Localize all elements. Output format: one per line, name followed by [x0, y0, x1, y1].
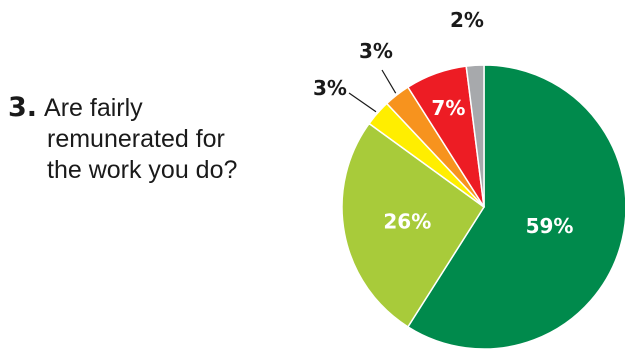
pie-label-5: 2%: [450, 8, 484, 32]
pie-label-1: 26%: [383, 210, 431, 234]
pie-label-0: 59%: [526, 214, 574, 238]
question-line-3: the work you do?: [47, 156, 238, 184]
question-line-1: 3. Are fairly: [8, 92, 308, 124]
pie-label-3: 3%: [359, 39, 393, 63]
question-line-1-text: Are fairly: [44, 94, 143, 122]
question-number: 3.: [8, 92, 38, 123]
pie-leader-line-2: [348, 92, 377, 113]
pie-slice-1: [341, 122, 485, 328]
pie-slice-5: [465, 64, 485, 208]
question-text: 3. Are fairly remunerated for the work yo…: [8, 92, 308, 186]
pie-label-4: 7%: [431, 96, 465, 120]
question-line-2: remunerated for: [47, 125, 225, 153]
pie-leader-line-3: [381, 69, 397, 94]
pie-label-2: 3%: [313, 76, 347, 100]
pie-slice-0: [407, 64, 625, 350]
